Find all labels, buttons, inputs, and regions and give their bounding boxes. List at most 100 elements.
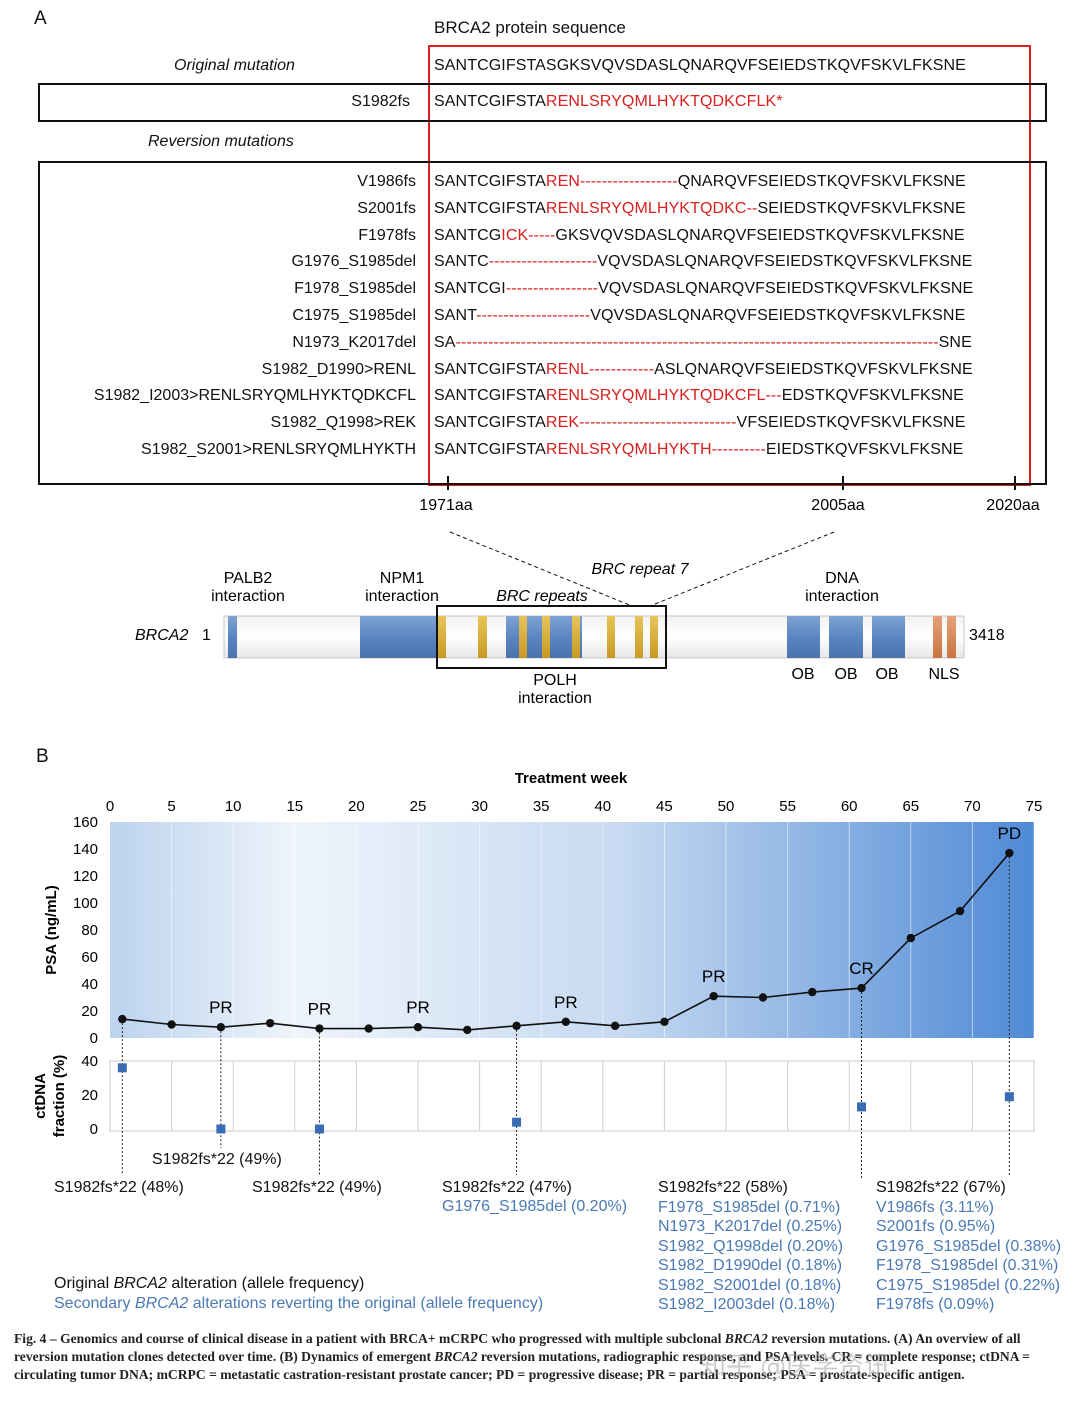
ctdna-point <box>216 1124 226 1134</box>
psa-y-tick-label: 60 <box>81 949 98 966</box>
reversion-sequence: SANTC--------------------VQVSDASLQNARQVF… <box>434 253 973 271</box>
psa-y-tick-label: 20 <box>81 1003 98 1020</box>
annotation-secondary-list-5: F1978_S1985del (0.71%) N1973_K2017del (0… <box>658 1198 843 1314</box>
psa-y-label: PSA (ng/mL) <box>43 885 60 974</box>
reversion-label: S2001fs <box>357 199 416 217</box>
psa-point <box>216 1023 226 1032</box>
palb2-label-2: interaction <box>211 588 285 605</box>
ctdna-grid <box>171 1061 1035 1131</box>
ctdna-point <box>314 1124 324 1134</box>
highlight-box <box>428 45 1031 486</box>
reversion-label: V1986fs <box>357 173 416 190</box>
x-tick-label: 60 <box>841 798 858 815</box>
annotation-original-1: S1982fs*22 (48%) <box>54 1179 184 1196</box>
original-mutation-header: Original mutation <box>174 57 295 74</box>
annotation-original-6: S1982fs*22 (67%) <box>876 1179 1006 1196</box>
secondary-item: S1982_Q1998del (0.20%) <box>658 1237 844 1255</box>
ob-domain-1 <box>787 616 820 658</box>
psa-y-tick-label: 100 <box>73 895 98 912</box>
annotation-original-4: S1982fs*22 (47%) <box>442 1179 572 1196</box>
reversion-sequence: SANTCGICK-----GKSVQVSDASLQNARQVFSEIEDSTK… <box>434 226 965 244</box>
brc-region-box <box>436 605 667 669</box>
frameshift-row-box <box>38 83 1047 122</box>
brc-repeat-5 <box>572 616 580 658</box>
ctdna-point <box>1004 1092 1014 1102</box>
x-tick-label: 10 <box>225 798 242 815</box>
reversion-label: S1982_S2001>RENLSRYQMLHYKTH <box>141 441 416 458</box>
reversion-label: C1975_S1985del <box>292 307 416 324</box>
annotation-original-2: S1982fs*22 (49%) <box>152 1151 282 1168</box>
polh-label-1: POLH <box>533 672 577 689</box>
psa-series <box>118 848 1014 1035</box>
secondary-item: F1978_S1985del (0.31%) <box>876 1257 1059 1275</box>
ob-label-2: OB <box>834 666 857 683</box>
secondary-item: N1973_K2017del (0.25%) <box>658 1218 843 1236</box>
ctdna-series <box>117 1063 1014 1134</box>
x-tick-label: 20 <box>348 798 365 815</box>
brc-repeat-6 <box>607 616 615 658</box>
psa-y-tick-label: 120 <box>73 868 98 885</box>
reversion-sequence: SANTCGIFSTARENLSRYQMLHYKTH----------EIED… <box>434 441 964 458</box>
ctdna-point <box>857 1102 867 1112</box>
psa-point <box>906 933 915 943</box>
x-tick-label: 25 <box>410 798 427 815</box>
psa-y-ticks: 0 20 40 60 80 100 120 140 160 <box>73 814 98 1047</box>
legend-secondary: Secondary BRCA2 alterations reverting th… <box>54 1295 544 1312</box>
secondary-item: S1982_D1990del (0.18%) <box>658 1257 843 1275</box>
nls-label: NLS <box>928 666 959 683</box>
psa-point <box>808 987 817 997</box>
x-axis-title: Treatment week <box>515 770 628 787</box>
x-tick-label: 40 <box>594 798 611 815</box>
response-label: PR <box>702 967 726 986</box>
psa-point <box>610 1021 620 1031</box>
psa-point <box>660 1017 669 1026</box>
reversion-sequence: SANTCGIFSTAREN------------------QNARQVFS… <box>434 173 966 190</box>
psa-point <box>709 991 718 1001</box>
psa-point <box>512 1021 521 1031</box>
psa-grid <box>171 822 1035 1038</box>
zoom-line-left <box>449 531 633 607</box>
response-label: PR <box>209 998 233 1017</box>
reversion-sequence: SA--------------------------------------… <box>434 333 972 351</box>
ctdna-plot-area <box>109 1060 1035 1132</box>
reversion-header: Reversion mutations <box>148 133 294 150</box>
psa-y-tick-label: 40 <box>81 976 98 993</box>
secondary-item: S2001fs (0.95%) <box>876 1218 996 1236</box>
reversion-label: F1978_S1985del <box>294 280 416 298</box>
psa-y-tick-label: 80 <box>81 922 98 939</box>
figure-caption: Fig. 4 – Genomics and course of clinical… <box>14 1331 1030 1382</box>
psa-point <box>1005 848 1014 858</box>
npm1-label-1: NPM1 <box>380 570 425 587</box>
psa-point <box>118 1014 127 1024</box>
clinical-course-chart: Treatment week 0 5 10 15 20 25 30 35 40 45 50 55 60 6… <box>32 770 1043 1180</box>
brc-repeat-7a <box>635 616 643 658</box>
ctdna-y-label-1: ctDNA <box>32 1073 49 1119</box>
tick-label-2005: 2005aa <box>811 497 864 514</box>
x-ticks: 0 5 10 15 20 25 30 35 40 45 50 55 60 65 70 75 <box>106 798 1043 815</box>
ctdna-y-tick-label: 0 <box>90 1121 98 1138</box>
psa-point <box>857 983 866 993</box>
ob-label-1: OB <box>791 666 814 683</box>
annotation-secondary-4: G1976_S1985del (0.20%) <box>442 1198 628 1215</box>
original-sequence: SANTCGIFSTASGKSVQVSDASLQNARQVFSEIEDSTKQV… <box>434 57 966 74</box>
x-tick-label: 45 <box>656 798 673 815</box>
brc-repeat-2 <box>478 616 487 658</box>
secondary-item: V1986fs (3.11%) <box>876 1199 994 1216</box>
psa-point <box>315 1024 324 1033</box>
brc-repeat-3 <box>519 616 527 658</box>
panel-b-label: B <box>36 746 49 767</box>
palb2-label-1: PALB2 <box>224 570 273 587</box>
nls-domain-1 <box>933 616 942 658</box>
psa-point <box>955 906 965 916</box>
response-label: PR <box>308 1000 332 1019</box>
sequence-title: BRCA2 protein sequence <box>434 18 626 37</box>
response-labels: PR PR PR PR PR CR PD <box>209 824 1021 1019</box>
secondary-item: F1978_S1985del (0.71%) <box>658 1199 841 1216</box>
reversion-sequence: SANTCGIFSTAREK--------------------------… <box>434 414 966 432</box>
response-label: PD <box>998 824 1022 843</box>
secondary-item: G1976_S1985del (0.38%) <box>876 1237 1062 1255</box>
npm1-label-2: interaction <box>365 588 439 605</box>
x-tick-label: 0 <box>106 798 114 815</box>
reversions-box <box>38 161 1047 485</box>
annotation-original-5: S1982fs*22 (58%) <box>658 1179 788 1196</box>
